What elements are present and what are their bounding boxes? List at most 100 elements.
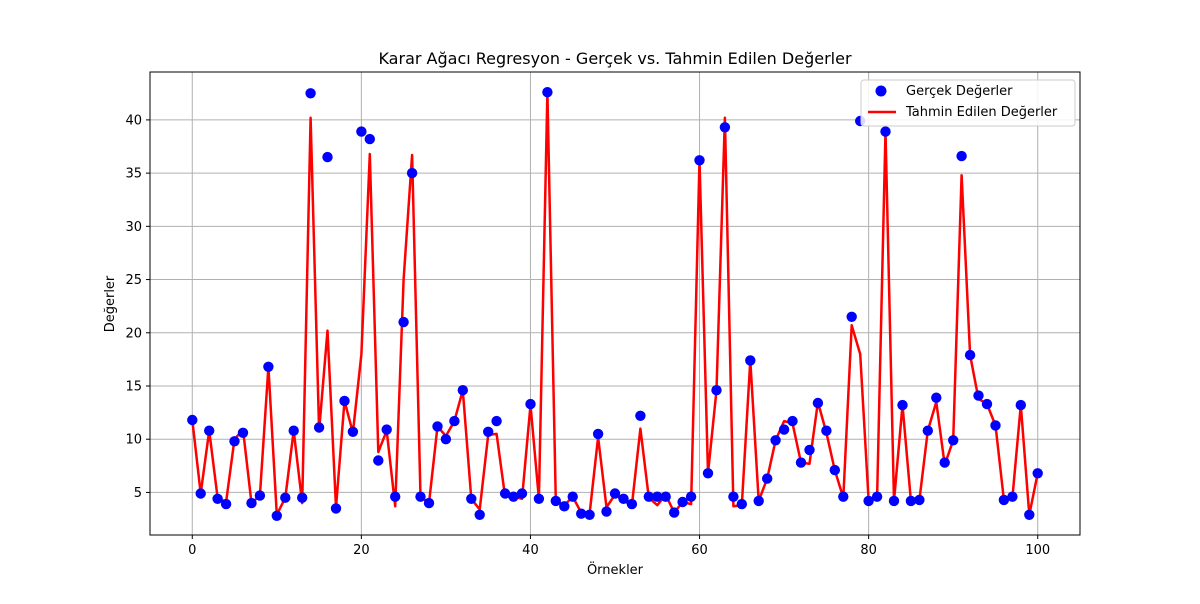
actual-value-point [871,491,883,502]
actual-value-point [863,495,874,507]
actual-value-point [415,491,426,502]
actual-value-point [280,492,291,503]
actual-value-point [931,392,942,403]
actual-value-point [339,395,350,407]
actual-value-point [905,495,917,507]
actual-value-point [652,491,663,502]
actual-value-point [423,497,435,509]
actual-value-point [1015,399,1026,411]
actual-value-point [592,428,604,440]
actual-value-point [964,349,976,361]
y-tick-label: 30 [125,220,142,235]
actual-value-point [406,167,418,179]
actual-value-point [719,122,731,133]
actual-value-point [626,498,638,510]
actual-value-point [398,316,409,328]
actual-value-point [711,385,722,396]
actual-value-point [914,494,925,506]
actual-value-point [246,497,257,509]
actual-value-point [204,425,215,436]
actual-value-point [525,398,536,410]
actual-value-point [643,491,654,502]
actual-value-point [508,491,519,502]
actual-value-point [948,435,959,446]
plot-frame [149,71,1081,536]
actual-value-point [728,491,739,502]
legend-label-predicted: Tahmin Edilen Değerler [905,105,1058,120]
actual-value-point [271,510,282,521]
actual-value-point [347,426,359,437]
y-tick-label: 5 [134,486,142,501]
chart-title: Karar Ağacı Regresyon - Gerçek vs. Tahmi… [378,49,851,68]
actual-value-point [449,415,460,427]
actual-value-point [584,509,595,520]
actual-value-point [187,414,198,426]
actual-value-point [483,426,494,437]
actual-value-point [669,507,680,518]
actual-value-point [981,398,993,410]
actual-value-point [897,399,908,411]
y-tick-label: 35 [125,167,142,182]
actual-value-point [762,473,773,484]
actual-value-point [390,491,401,502]
actual-value-point [364,133,375,145]
actual-value-point [694,155,705,166]
actual-value-point [1032,468,1043,479]
actual-value-point [229,436,240,447]
actual-value-point [821,425,832,436]
actual-value-point [474,509,485,520]
x-tick-label: 40 [522,543,539,558]
actual-value-point [466,493,477,504]
actual-value-point [973,390,984,401]
x-tick-label: 80 [860,543,877,558]
actual-value-point [829,464,840,476]
y-tick-label: 10 [125,433,142,448]
actual-value-point [677,496,688,508]
actual-value-point [804,444,815,456]
actual-value-point [305,88,316,99]
actual-value-point [685,491,697,502]
actual-value-point [550,495,561,507]
legend-label-actual: Gerçek Değerler [906,84,1013,99]
actual-value-point [939,457,950,468]
legend: Gerçek Değerler Tahmin Edilen Değerler [860,79,1076,127]
actual-value-point [297,492,308,503]
actual-value-point [618,493,629,504]
actual-value-point [499,488,511,499]
y-tick-label: 40 [125,113,142,128]
actual-value-point [736,498,747,510]
actual-value-point [880,126,891,137]
x-tick-label: 60 [691,543,708,558]
actual-value-point [220,498,232,510]
actual-points-layer [187,87,1043,521]
legend-box [860,79,1076,127]
actual-value-point [381,424,392,435]
actual-value-point [795,457,807,468]
actual-value-point [635,410,646,421]
actual-value-point [356,126,367,137]
axis-ticks: 0 20 40 60 80 100 5 10 15 20 25 30 35 40 [125,113,1050,558]
actual-value-point [313,422,325,433]
actual-value-point [533,493,545,504]
actual-value-point [330,503,342,514]
actual-value-point [770,435,781,446]
actual-value-point [457,385,468,396]
y-tick-label: 25 [125,273,142,288]
actual-value-point [432,421,443,432]
actual-value-point [559,501,570,512]
actual-value-point [576,508,587,519]
actual-value-point [542,87,553,98]
actual-value-point [702,468,714,479]
actual-value-point [998,494,1010,506]
actual-value-point [491,415,502,427]
actual-value-point [956,150,967,162]
actual-value-point [787,415,798,427]
actual-value-point [846,311,857,322]
actual-value-point [195,488,206,499]
actual-value-point [237,427,249,438]
actual-value-point [609,488,621,499]
actual-value-point [990,420,1001,431]
x-tick-label: 20 [353,543,370,558]
